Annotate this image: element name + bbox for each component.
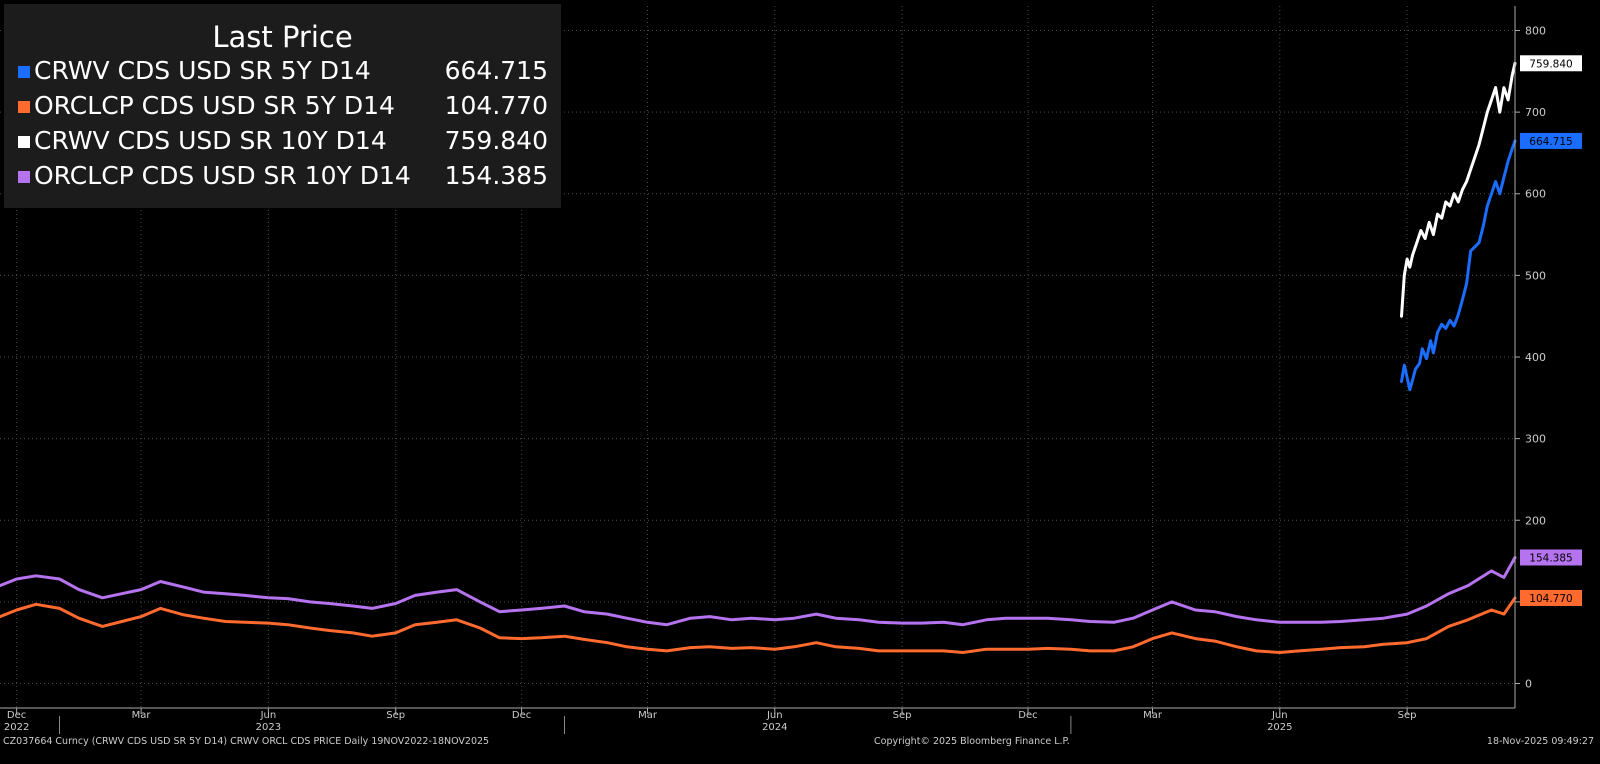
last-value-text: 664.715	[1529, 136, 1572, 148]
x-year-label: 2025	[1267, 722, 1292, 733]
footer-timestamp: 18-Nov-2025 09:49:27	[1486, 736, 1594, 747]
legend: Last Price CRWV CDS USD SR 5Y D14 664.71…	[4, 4, 561, 208]
footer-source: CZ037664 Curncy (CRWV CDS USD SR 5Y D14)…	[3, 736, 490, 747]
series-line-0	[1400, 139, 1517, 392]
series-line-3	[0, 556, 1517, 627]
x-year-label: 2022	[4, 722, 29, 733]
x-year-label: 2023	[256, 722, 281, 733]
y-tick-label: 600	[1525, 188, 1546, 201]
x-tick-label: Mar	[1143, 710, 1163, 721]
x-tick-label: Sep	[893, 710, 912, 721]
y-tick-label: 700	[1525, 106, 1546, 119]
x-tick-label: Mar	[638, 710, 658, 721]
legend-item-crwv-10y: CRWV CDS USD SR 10Y D14 759.840	[18, 126, 558, 158]
y-tick-label: 400	[1525, 351, 1546, 364]
last-value-text: 759.840	[1529, 58, 1572, 70]
last-value-label-1: 104.770	[1520, 589, 1582, 606]
x-tick-label: Jun	[1271, 710, 1288, 721]
x-tick-label: Sep	[386, 710, 405, 721]
series-line-1	[0, 596, 1517, 654]
legend-series-last: 664.715	[444, 56, 548, 85]
legend-series-last: 759.840	[444, 126, 548, 155]
x-tick-label: Dec	[512, 710, 531, 721]
x-tick-label: Jun	[260, 710, 277, 721]
legend-item-orcl-10y: ORCLCP CDS USD SR 10Y D14 154.385	[18, 161, 558, 193]
last-value-box	[1520, 549, 1582, 566]
x-tick-label: Sep	[1398, 710, 1417, 721]
legend-series-name: ORCLCP CDS USD SR 5Y D14	[34, 91, 395, 120]
x-tick-label: Mar	[132, 710, 152, 721]
x-year-label: 2024	[762, 722, 787, 733]
last-value-box	[1520, 132, 1582, 149]
x-tick-label: Dec	[1018, 710, 1037, 721]
last-value-label-0: 664.715	[1520, 132, 1582, 149]
last-value-box	[1520, 589, 1582, 606]
last-value-labels: 664.715 104.770 759.840 154.385	[1520, 55, 1582, 606]
last-value-text: 104.770	[1529, 593, 1572, 605]
y-tick-label: 300	[1525, 433, 1546, 446]
legend-series-name: CRWV CDS USD SR 10Y D14	[34, 126, 387, 155]
x-tick-label: Dec	[7, 710, 26, 721]
legend-series-last: 104.770	[444, 91, 548, 120]
legend-swatch	[18, 66, 30, 78]
legend-title: Last Price	[212, 20, 353, 54]
y-tick-label: 0	[1525, 678, 1532, 691]
series-layer	[0, 61, 1517, 654]
legend-item-crwv-5y: CRWV CDS USD SR 5Y D14 664.715	[18, 56, 558, 88]
last-value-text: 154.385	[1529, 552, 1572, 564]
legend-series-name: CRWV CDS USD SR 5Y D14	[34, 56, 371, 85]
legend-series-name: ORCLCP CDS USD SR 10Y D14	[34, 161, 411, 190]
footer-copyright: Copyright© 2025 Bloomberg Finance L.P.	[874, 736, 1070, 747]
legend-swatch	[18, 171, 30, 183]
last-value-box	[1520, 55, 1582, 72]
legend-swatch	[18, 101, 30, 113]
series-line-2	[1400, 61, 1517, 318]
x-tick-label: Jun	[766, 710, 783, 721]
last-value-label-3: 154.385	[1520, 549, 1582, 566]
y-tick-label: 200	[1525, 514, 1546, 527]
legend-item-orcl-5y: ORCLCP CDS USD SR 5Y D14 104.770	[18, 91, 558, 123]
y-tick-label: 500	[1525, 269, 1546, 282]
legend-series-last: 154.385	[444, 161, 548, 190]
last-value-label-2: 759.840	[1520, 55, 1582, 72]
y-tick-label: 800	[1525, 24, 1546, 37]
legend-swatch	[18, 136, 30, 148]
